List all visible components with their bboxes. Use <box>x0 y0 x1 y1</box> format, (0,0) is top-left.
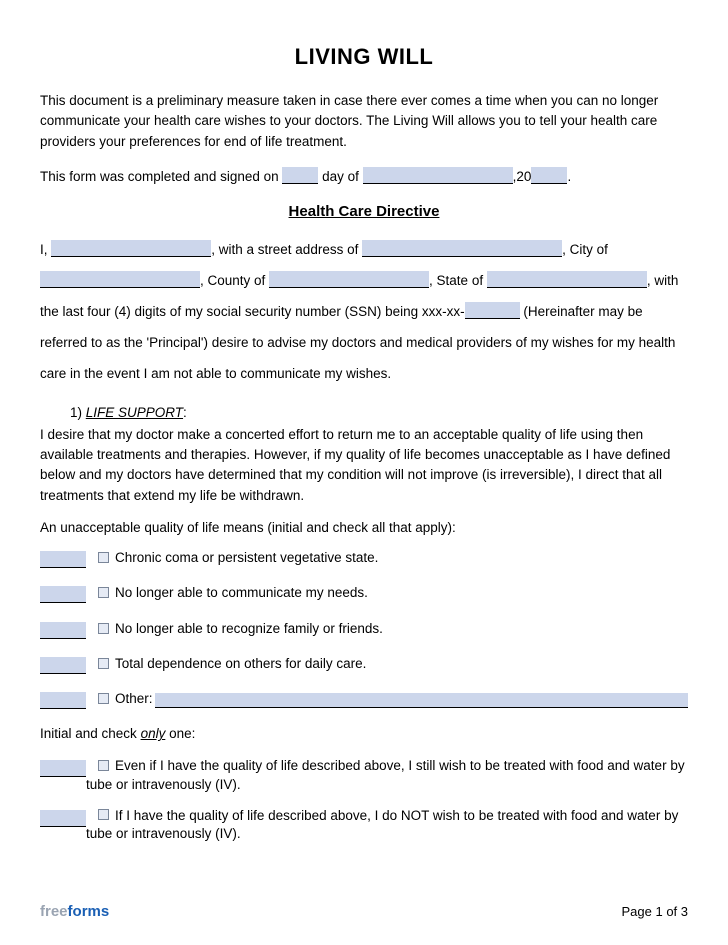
initial-field[interactable] <box>40 692 86 709</box>
date-text-b: day of <box>318 169 362 184</box>
qol-option-text: Other: <box>115 689 153 709</box>
life-head: LIFE SUPPORT <box>86 405 183 420</box>
initial-field[interactable] <box>40 551 86 568</box>
other-field[interactable] <box>155 693 688 708</box>
qol-option-text: No longer able to recognize family or fr… <box>115 621 383 636</box>
dir-b: , with a street address of <box>211 242 362 257</box>
qol-option-row: No longer able to communicate my needs. <box>40 583 688 606</box>
page-footer: freeforms Page 1 of 3 <box>40 901 688 924</box>
initial-field[interactable] <box>40 760 86 777</box>
initial-field[interactable] <box>40 622 86 639</box>
checkbox[interactable] <box>98 623 109 634</box>
year-field[interactable] <box>531 167 567 184</box>
choice-text: Even if I have the quality of life descr… <box>86 758 685 792</box>
checkbox[interactable] <box>98 693 109 704</box>
initial-field[interactable] <box>40 657 86 674</box>
page-title: LIVING WILL <box>40 40 688 73</box>
dir-c: , City of <box>562 242 608 257</box>
choice-row: Even if I have the quality of life descr… <box>40 757 688 795</box>
life-num: 1) <box>70 405 86 420</box>
life-support-paragraph: I desire that my doctor make a concerted… <box>40 425 688 506</box>
qol-option-row: Total dependence on others for daily car… <box>40 654 688 677</box>
qol-option-row: Other: <box>40 689 688 712</box>
qol-option-row: Chronic coma or persistent vegetative st… <box>40 548 688 571</box>
initial-field[interactable] <box>40 810 86 827</box>
directive-body: I, , with a street address of , City of … <box>40 234 688 389</box>
qol-intro: An unacceptable quality of life means (i… <box>40 518 688 538</box>
page-number: Page 1 of 3 <box>622 902 689 922</box>
date-text-d: . <box>567 169 571 184</box>
month-field[interactable] <box>363 167 513 184</box>
intro-paragraph: This document is a preliminary measure t… <box>40 91 688 152</box>
choice-b: one: <box>165 726 195 741</box>
date-text-a: This form was completed and signed on <box>40 169 282 184</box>
day-field[interactable] <box>282 167 318 184</box>
initial-field[interactable] <box>40 586 86 603</box>
choice-intro: Initial and check only one: <box>40 724 688 744</box>
dir-a: I, <box>40 242 51 257</box>
choice-a: Initial and check <box>40 726 141 741</box>
qol-option-text: Chronic coma or persistent vegetative st… <box>115 550 378 565</box>
city-field[interactable] <box>40 271 200 288</box>
checkbox[interactable] <box>98 587 109 598</box>
dir-e: , State of <box>429 273 487 288</box>
choice-only: only <box>141 726 166 741</box>
checkbox[interactable] <box>98 809 109 820</box>
checkbox[interactable] <box>98 658 109 669</box>
date-text-c: ,20 <box>513 169 532 184</box>
qol-option-text: No longer able to communicate my needs. <box>115 585 368 600</box>
checkbox[interactable] <box>98 760 109 771</box>
brand-forms: forms <box>68 903 110 920</box>
ssn-field[interactable] <box>465 302 520 319</box>
address-field[interactable] <box>362 240 562 257</box>
life-colon: : <box>183 405 187 420</box>
directive-heading: Health Care Directive <box>40 201 688 224</box>
choice-row: If I have the quality of life described … <box>40 807 688 845</box>
choice-text: If I have the quality of life described … <box>86 808 678 842</box>
brand-logo: freeforms <box>40 901 109 924</box>
dir-d: , County of <box>200 273 269 288</box>
name-field[interactable] <box>51 240 211 257</box>
brand-free: free <box>40 903 68 920</box>
state-field[interactable] <box>487 271 647 288</box>
life-support-heading: 1) LIFE SUPPORT: <box>70 403 688 423</box>
qol-option-row: No longer able to recognize family or fr… <box>40 619 688 642</box>
qol-option-text: Total dependence on others for daily car… <box>115 656 366 671</box>
county-field[interactable] <box>269 271 429 288</box>
date-line: This form was completed and signed on da… <box>40 164 688 187</box>
checkbox[interactable] <box>98 552 109 563</box>
